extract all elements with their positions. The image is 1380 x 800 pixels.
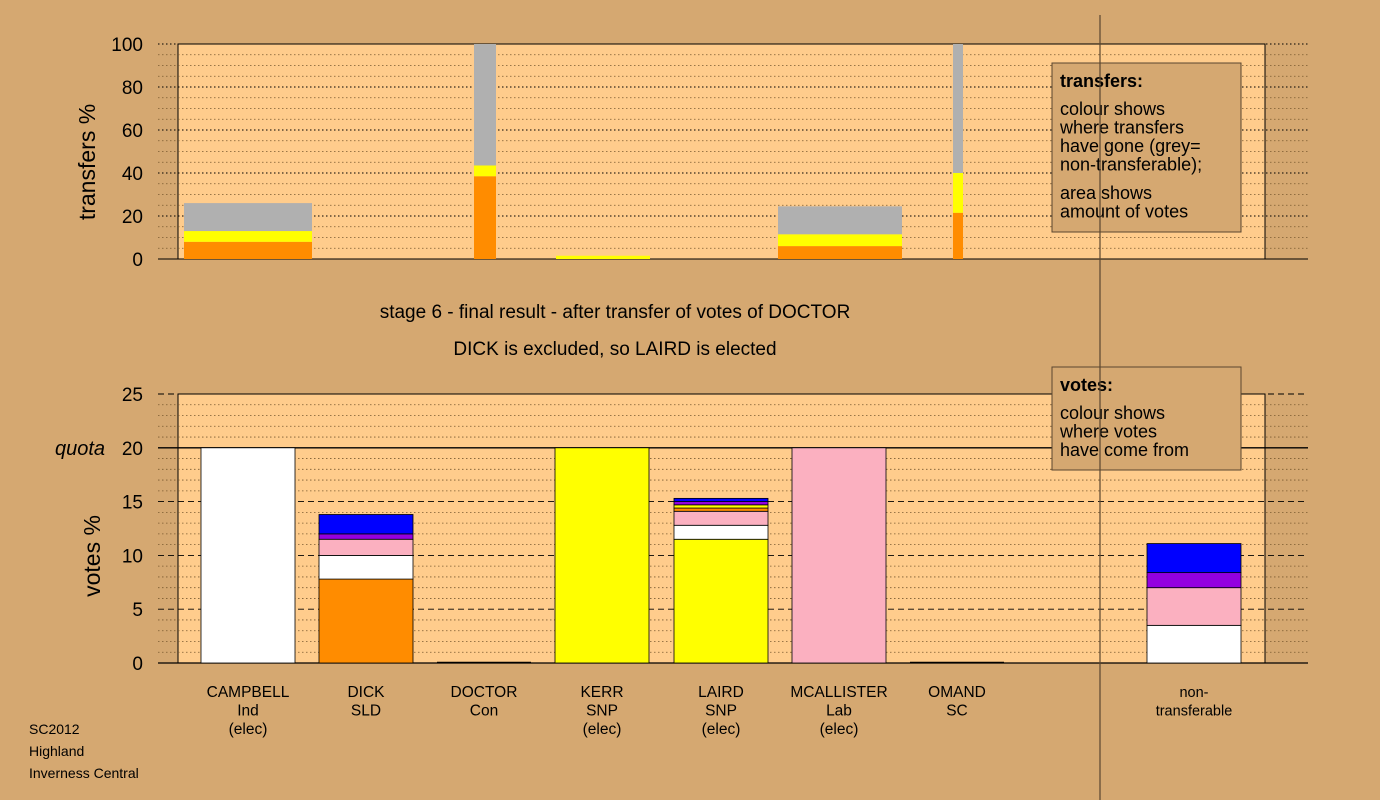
footer-line: Highland <box>29 743 84 759</box>
y-tick-label: 0 <box>132 654 143 675</box>
x-category-label: (elec) <box>229 721 268 738</box>
transfer-bar-segment <box>474 44 496 166</box>
y-tick-label: 100 <box>111 35 143 56</box>
transfer-bar-segment <box>953 44 963 173</box>
y-tick-label: 20 <box>122 207 143 228</box>
legend-title: transfers: <box>1060 71 1143 91</box>
x-category-label: DOCTOR <box>451 684 518 701</box>
x-category-label: non- <box>1179 685 1208 701</box>
stage-heading: stage 6 - final result - after transfer … <box>380 302 851 323</box>
x-category-label: SC <box>946 703 968 720</box>
footer-info: SC2012 Highland Inverness Central <box>29 721 139 781</box>
transfer-bar-segment <box>474 165 496 177</box>
vote-bar-segment <box>673 507 769 512</box>
y-tick-label: 10 <box>122 546 143 567</box>
transfer-bar-segment <box>778 206 902 235</box>
x-category-label: (elec) <box>820 721 859 738</box>
vote-bar-segment <box>318 555 414 580</box>
transfer-bar-segment <box>184 203 312 232</box>
legend-text: non-transferable); <box>1060 155 1202 175</box>
x-category-label: SLD <box>351 703 381 720</box>
legend-text: amount of votes <box>1060 202 1188 222</box>
x-category-label: SNP <box>705 703 737 720</box>
transfer-bar-segment <box>778 234 902 247</box>
legend-text: have gone (grey= <box>1060 136 1201 156</box>
x-category-label: (elec) <box>583 721 622 738</box>
vote-bar-segment <box>1146 543 1242 574</box>
legend-text: area shows <box>1060 183 1152 203</box>
footer-line: SC2012 <box>29 721 80 737</box>
y-tick-label: 0 <box>132 250 143 271</box>
vote-bar-segment <box>673 524 769 540</box>
footer-line: Inverness Central <box>29 765 139 781</box>
x-category-label: CAMPBELL <box>207 684 290 701</box>
vote-bar-segment <box>318 533 414 540</box>
x-category-label: LAIRD <box>698 684 744 701</box>
stage-result: DICK is excluded, so LAIRD is elected <box>453 339 776 360</box>
transfer-bar-segment <box>556 255 650 259</box>
vote-bar-segment <box>673 497 769 503</box>
vote-bar-segment <box>673 501 769 506</box>
legend-text: where transfers <box>1059 118 1184 138</box>
x-category-label: DICK <box>347 684 385 701</box>
y-axis-label: transfers % <box>74 104 100 220</box>
transfer-bar-segment <box>953 173 963 213</box>
transfer-bar-segment <box>184 231 312 242</box>
y-tick-label: 25 <box>122 385 143 406</box>
y-axis-label: votes % <box>79 515 105 597</box>
vote-bar-segment <box>673 504 769 509</box>
vote-bar-segment <box>673 538 769 664</box>
transfer-bar-segment <box>778 246 902 259</box>
x-category-label: MCALLISTER <box>790 684 887 701</box>
x-category-label: SNP <box>586 703 618 720</box>
y-tick-label: 20 <box>122 439 143 460</box>
x-category-label: (elec) <box>702 721 741 738</box>
legend-text: where votes <box>1059 422 1157 442</box>
y-tick-label: 60 <box>122 121 143 142</box>
x-category-label: transferable <box>1156 704 1233 720</box>
y-tick-label: 40 <box>122 164 143 185</box>
x-category-label: Ind <box>237 703 259 720</box>
quota-label: quota <box>55 438 105 460</box>
y-tick-label: 5 <box>132 600 143 621</box>
y-tick-label: 15 <box>122 493 143 514</box>
vote-bar-segment <box>1146 624 1242 664</box>
x-category-label: Lab <box>826 703 852 720</box>
legend-box <box>1051 366 1242 471</box>
y-tick-label: 80 <box>122 78 143 99</box>
legend-text: colour shows <box>1060 99 1165 119</box>
vote-bar-segment <box>318 578 414 664</box>
vote-bar-segment <box>673 510 769 526</box>
vote-bar-segment <box>200 447 296 664</box>
transfer-bar-segment <box>184 241 312 259</box>
vote-bar-segment <box>318 514 414 535</box>
vote-bar-segment <box>1146 587 1242 626</box>
x-category-label: Con <box>470 703 498 720</box>
vote-bar-segment <box>554 447 650 664</box>
vote-bar-segment <box>1146 572 1242 589</box>
transfer-bar-segment <box>474 176 496 259</box>
legend-box <box>1051 62 1242 233</box>
x-category-label: KERR <box>580 684 623 701</box>
vote-bar-segment <box>791 447 887 664</box>
legend-text: have come from <box>1060 440 1189 460</box>
legend-title: votes: <box>1060 375 1113 395</box>
transfer-bar-segment <box>953 212 963 259</box>
legend-text: colour shows <box>1060 403 1165 423</box>
x-category-label: OMAND <box>928 684 986 701</box>
vote-bar-segment <box>318 538 414 556</box>
